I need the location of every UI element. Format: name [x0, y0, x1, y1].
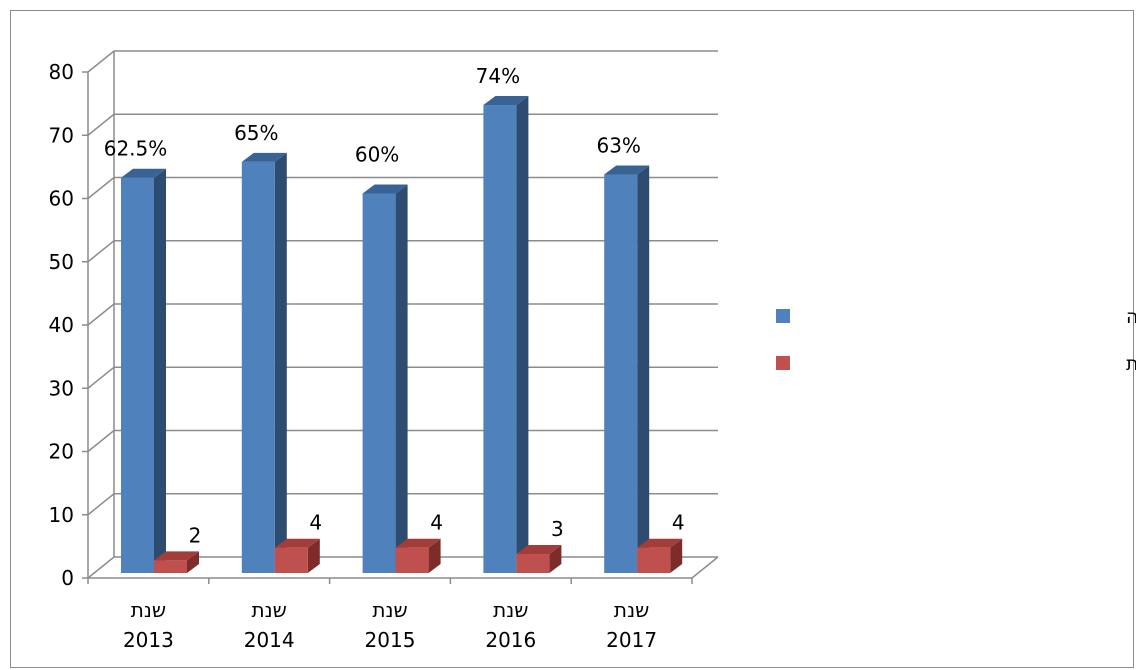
bar-front	[241, 161, 275, 573]
bar-front	[516, 554, 550, 573]
data-labels: 62.5% 65% 60% 74% 63% 2 4 4 3 4	[104, 64, 685, 547]
bar-side	[274, 152, 287, 573]
bar-side	[670, 538, 683, 573]
data-label: 3	[551, 517, 564, 541]
bar-side	[637, 165, 650, 573]
data-label: 2	[189, 523, 202, 547]
chart-frame	[10, 10, 1134, 668]
data-label: 60%	[355, 143, 399, 167]
x-tick-label: 2014	[244, 628, 295, 652]
gridline	[87, 113, 718, 136]
bar-front	[604, 174, 638, 573]
bar-front	[483, 104, 517, 573]
data-label: 62.5%	[104, 137, 168, 161]
x-tick-label: שנת	[493, 598, 528, 622]
bar	[637, 538, 683, 573]
bar-top	[395, 538, 441, 548]
bar-top	[516, 545, 562, 555]
bar-side	[187, 551, 199, 573]
data-label: 4	[430, 511, 443, 535]
bar-front	[154, 560, 187, 573]
data-label: 65%	[234, 121, 278, 145]
x-tick-label: שנת	[372, 598, 407, 622]
bar-side	[154, 168, 166, 573]
bar-side	[428, 538, 441, 573]
bar	[121, 168, 166, 573]
bar-top	[121, 168, 166, 178]
legend-label: מספר ישיבות	[1126, 353, 1136, 375]
legend-item: מספר ישיבות	[776, 353, 1136, 375]
x-tick-label: שנת	[614, 598, 649, 622]
bar-front	[637, 547, 671, 573]
legend-item: ממוצע אחוז נוכחות חברי מועצה	[776, 306, 1136, 328]
y-tick-label: 40	[49, 313, 74, 337]
x-axis: שנת 2013 שנת 2014 שנת 2015 שנת 2016 שנת 2017	[87, 578, 693, 652]
bar-side	[307, 538, 320, 573]
bar-side	[395, 184, 408, 573]
x-tick-label: שנת	[252, 598, 287, 622]
data-label: 63%	[596, 134, 640, 158]
bar	[516, 545, 562, 573]
bar-top	[154, 551, 199, 561]
bar-top	[483, 95, 529, 105]
x-tick-label: 2013	[123, 628, 174, 652]
bar	[274, 538, 320, 573]
bar	[241, 152, 287, 573]
gridline	[87, 50, 718, 73]
bar-front	[395, 547, 429, 573]
y-tick-label: 80	[49, 60, 74, 84]
y-axis: 0 10 20 30 40 50 60 70 80	[49, 60, 88, 590]
bar-front	[274, 547, 308, 573]
legend: ממוצע אחוז נוכחות חברי מועצה מספר ישיבות	[776, 306, 1136, 375]
bar-top	[637, 538, 683, 548]
bar-front	[362, 193, 396, 573]
x-tick-label: שנת	[131, 598, 166, 622]
bar	[395, 538, 441, 573]
x-tick-label: 2016	[485, 628, 536, 652]
x-tick-label: 2017	[606, 628, 657, 652]
bar	[483, 95, 529, 573]
y-tick-label: 10	[49, 503, 74, 527]
bar-top	[274, 538, 320, 548]
y-tick-label: 70	[49, 123, 74, 147]
legend-swatch	[776, 356, 790, 370]
y-tick-label: 60	[49, 187, 74, 211]
y-tick-label: 20	[49, 440, 74, 464]
bar-top	[362, 184, 408, 194]
y-tick-label: 50	[49, 250, 74, 274]
data-label: 74%	[476, 64, 520, 88]
bar-top	[604, 165, 650, 175]
bar-top	[241, 152, 287, 162]
legend-swatch	[776, 309, 790, 323]
y-tick-label: 0	[61, 566, 74, 590]
bar	[154, 551, 199, 573]
bar-side	[516, 95, 529, 573]
bar	[604, 165, 650, 573]
data-label: 4	[309, 511, 322, 535]
bars	[121, 95, 683, 573]
bar-side	[549, 545, 562, 573]
data-label: 4	[672, 511, 685, 535]
bar	[362, 184, 408, 573]
legend-label: ממוצע אחוז נוכחות חברי מועצה	[1126, 306, 1136, 328]
x-tick-label: 2015	[365, 628, 416, 652]
y-tick-label: 30	[49, 376, 74, 400]
bar-front	[121, 177, 154, 573]
